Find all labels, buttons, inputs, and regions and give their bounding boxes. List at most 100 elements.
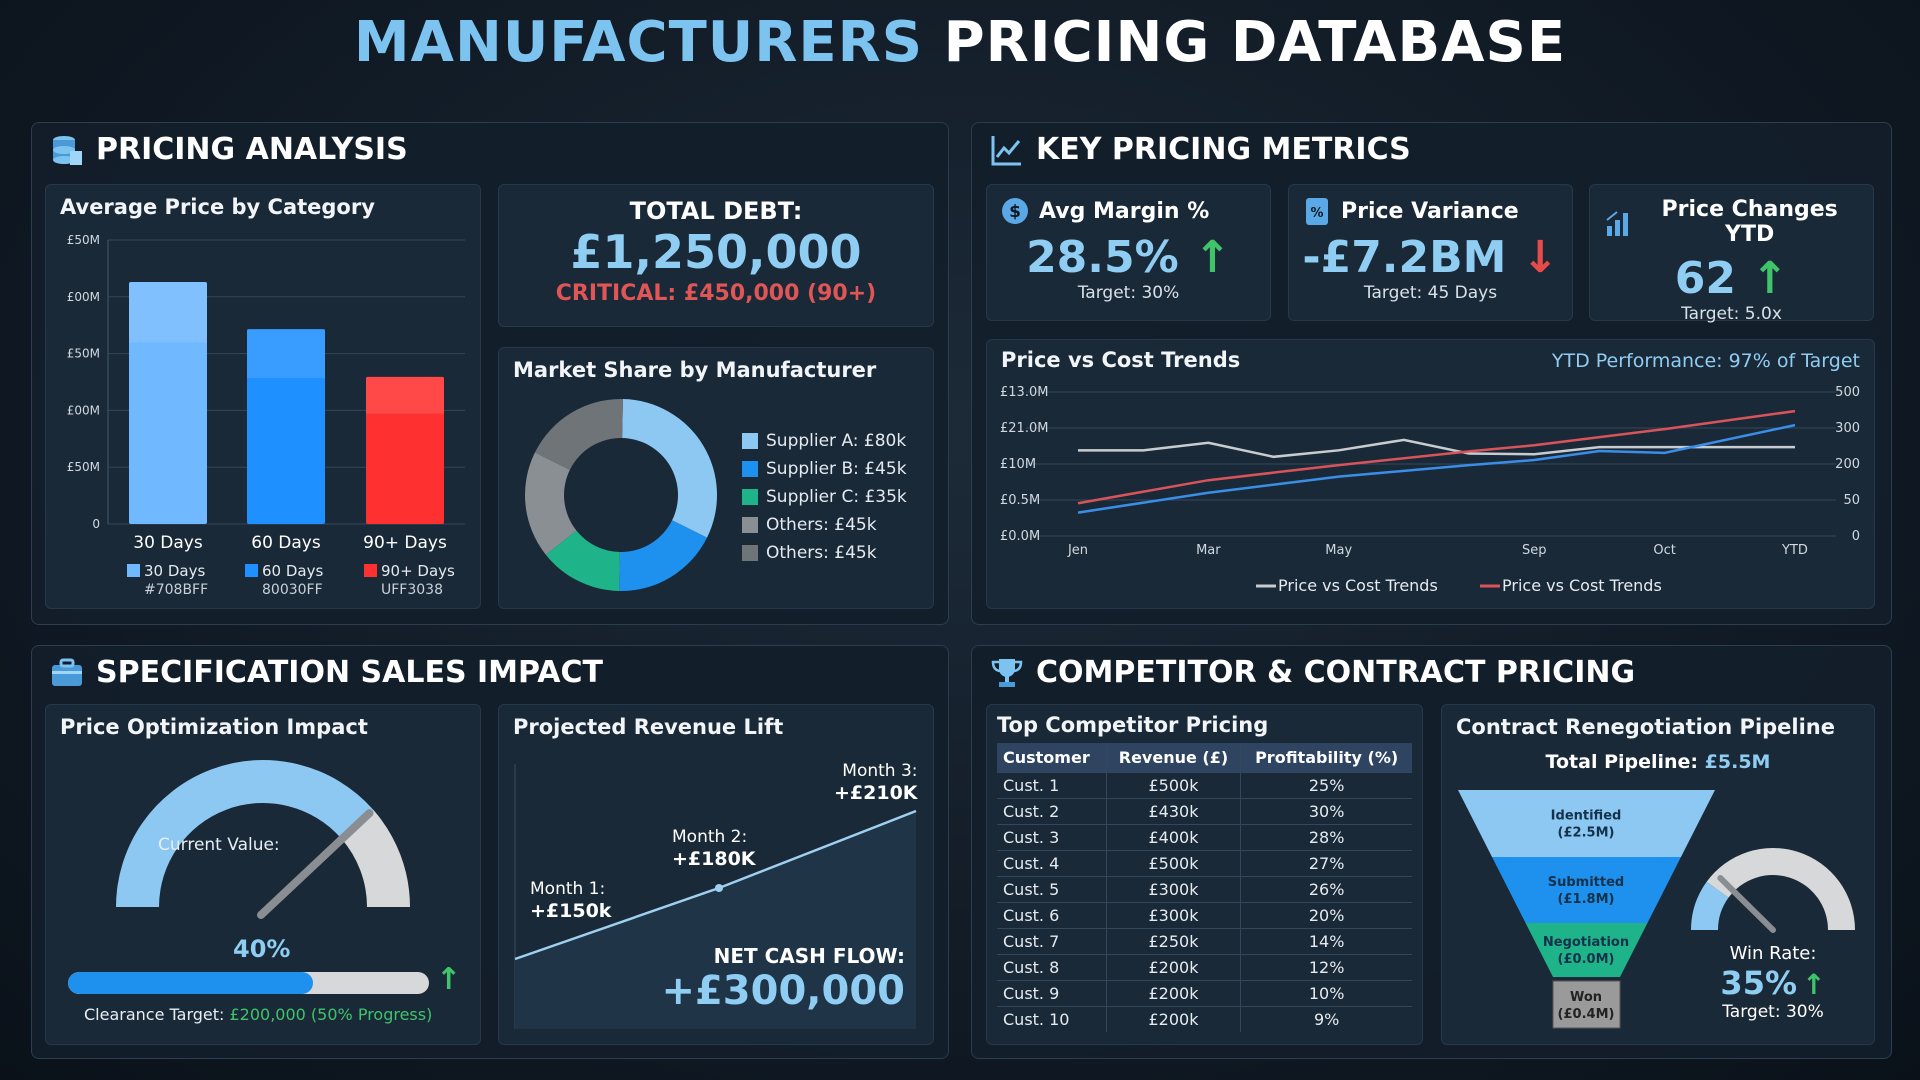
y-tick-label-left: £13.0M: [1000, 385, 1048, 400]
table-cell: £400k: [1105, 824, 1241, 851]
series-line-1: [1077, 409, 1796, 505]
net-cash-flow: NET CASH FLOW: +£300,000: [661, 944, 905, 1014]
legend-code: UFF3038: [381, 582, 443, 598]
ytd-performance: YTD Performance: 97% of Target: [1551, 350, 1860, 372]
dollar-icon: $: [1002, 198, 1028, 224]
y-tick-label-right: 0: [1852, 529, 1860, 544]
series-line-2: [1077, 423, 1796, 514]
win-rate: Win Rate: 35% ↑ Target: 30%: [1720, 943, 1826, 1022]
table-cell: £250k: [1105, 928, 1241, 955]
arrow-up-icon: ↑: [1194, 232, 1231, 283]
funnel-stage: [1552, 980, 1621, 1029]
funnel-stage: [1458, 790, 1715, 857]
month3-label: Month 3: +£210K: [834, 761, 918, 804]
total-debt-card: TOTAL DEBT: £1,250,000 CRITICAL: £450,00…: [498, 184, 934, 327]
table-cell: Cust. 7: [997, 928, 1107, 955]
kpi-value: 62: [1674, 253, 1737, 304]
table-row: Cust. 2 £430k 30%: [997, 798, 1412, 825]
briefcase-icon: [52, 658, 82, 686]
database-icon: [53, 135, 82, 165]
table-cell: 20%: [1240, 902, 1412, 929]
donut-slice: [525, 452, 577, 555]
funnel-stage-name: Identified: [1551, 809, 1622, 824]
trends-card: Price vs Cost Trends YTD Performance: 97…: [986, 339, 1875, 609]
market-share-title: Market Share by Manufacturer: [513, 358, 877, 382]
bar-60-days: [247, 329, 325, 524]
win-gauge-track: [1706, 848, 1855, 930]
x-tick-label: 60 Days: [251, 533, 321, 553]
donut-slice: [545, 530, 620, 591]
legend-swatch: [742, 461, 758, 477]
series-line-0: [1078, 438, 1795, 459]
donut-slice: [622, 399, 717, 538]
legend-code: #708BFF: [144, 582, 208, 598]
table-cell: Cust. 5: [997, 876, 1107, 903]
funnel-stage-name: Negotiation: [1543, 935, 1629, 950]
avg-price-title: Average Price by Category: [60, 195, 375, 219]
funnel-stage-name: Submitted: [1548, 875, 1624, 890]
table-cell: 10%: [1240, 980, 1412, 1007]
x-tick-label: YTD: [1781, 543, 1808, 558]
table-cell: £200k: [1105, 954, 1241, 981]
table-cell: 12%: [1240, 954, 1412, 981]
svg-text:$: $: [1009, 202, 1021, 222]
legend-swatch: [245, 564, 258, 577]
legend-item: Supplier B: £45k: [742, 459, 907, 479]
x-tick-label: 90+ Days: [363, 533, 447, 553]
gauge-track: [341, 809, 410, 907]
table-cell: 28%: [1240, 824, 1412, 851]
page-title: MANUFACTURERS PRICING DATABASE: [353, 10, 1567, 75]
table-cell: Cust. 3: [997, 824, 1107, 851]
table-cell: £430k: [1105, 798, 1241, 825]
table-cell: £300k: [1105, 876, 1241, 903]
bar-highlight: [247, 329, 325, 378]
competitor-table-card: Top Competitor Pricing Customer Revenue (…: [986, 704, 1423, 1045]
x-tick-label: Oct: [1653, 543, 1675, 558]
bar-30-days: [129, 282, 207, 524]
y-tick-label: £00M: [67, 290, 100, 304]
competitor-table: Customer Revenue (£) Profitability (%) Cust…: [997, 743, 1412, 1032]
revenue-lift-chart: [514, 764, 917, 1029]
kpi-label: Price Changes YTD: [1661, 197, 1838, 247]
spec-sales-title: SPECIFICATION SALES IMPACT: [50, 655, 603, 690]
donut-slice: [534, 399, 623, 470]
price-cost-line-chart: £0.0M 0 £0.5M 50 £10M 200 £21.0M 300 £13.0M 500 Je…: [1000, 385, 1860, 595]
table-row: Cust. 1 £500k 25%: [997, 772, 1412, 799]
legend-label: 60 Days: [262, 562, 323, 580]
table-cell: £500k: [1105, 850, 1241, 877]
legend-label: 30 Days: [144, 562, 205, 580]
table-cell: 26%: [1240, 876, 1412, 903]
table-cell: 25%: [1240, 772, 1412, 799]
table-cell: £200k: [1105, 1006, 1241, 1032]
legend-item: Supplier C: £35k: [742, 487, 907, 507]
y-tick-label-left: £21.0M: [1000, 421, 1048, 436]
legend-item: Supplier A: £80k: [742, 431, 907, 451]
month2-label: Month 2: +£180K: [672, 827, 756, 870]
x-tick-label: 30 Days: [133, 533, 203, 553]
y-tick-label-right: 500: [1835, 385, 1860, 400]
bar-chart-icon: [1606, 210, 1628, 236]
legend-swatch: [364, 564, 377, 577]
table-cell: 9%: [1240, 1006, 1412, 1032]
x-tick-label: May: [1325, 543, 1352, 558]
total-debt-value: £1,250,000: [570, 225, 862, 279]
critical-debt: CRITICAL: £450,000 (90+): [555, 281, 877, 306]
table-row: Cust. 7 £250k 14%: [997, 928, 1412, 955]
funnel-stage-name: Won: [1570, 990, 1602, 1005]
kpi-card: Price Changes YTD 62 ↑ Target: 5.0x: [1589, 184, 1874, 324]
table-row: Cust. 8 £200k 12%: [997, 954, 1412, 981]
y-tick-label-left: £0.5M: [1000, 493, 1040, 508]
funnel-stage: [1492, 857, 1681, 923]
clearance-progress-bar: [68, 972, 429, 994]
price-opt-gauge: [116, 760, 410, 919]
legend-swatch: [742, 489, 758, 505]
trends-title: Price vs Cost Trends: [1001, 348, 1241, 372]
kpi-target: Target: 5.0x: [1681, 304, 1782, 324]
table-cell: Cust. 6: [997, 902, 1107, 929]
percent-doc-icon: %: [1306, 198, 1328, 225]
market-share-legend: Supplier A: £80k Supplier B: £45k Supplier…: [742, 431, 907, 571]
table-cell: Cust. 10: [997, 1006, 1107, 1032]
total-pipeline: Total Pipeline: £5.5M: [1545, 751, 1771, 773]
y-tick-label: 0: [92, 517, 100, 531]
month1-label: Month 1: +£150k: [530, 879, 612, 922]
